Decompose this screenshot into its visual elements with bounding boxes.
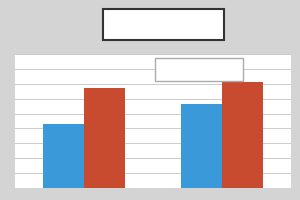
- Bar: [222, 82, 263, 188]
- Bar: [181, 104, 222, 188]
- Bar: [43, 124, 84, 188]
- Bar: [84, 87, 125, 188]
